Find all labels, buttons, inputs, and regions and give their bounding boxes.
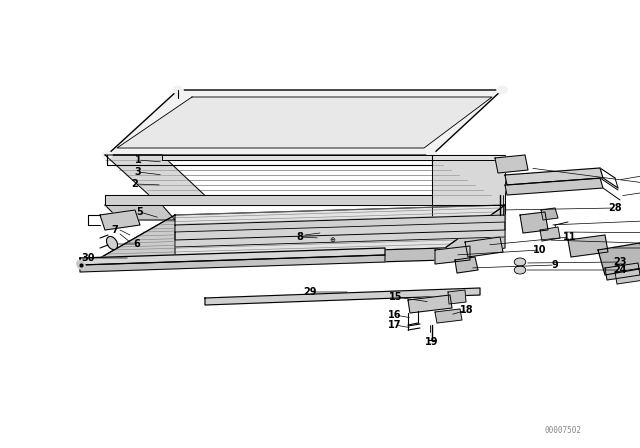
- Text: ⊕: ⊕: [330, 237, 336, 243]
- Text: 30: 30: [81, 253, 95, 263]
- Polygon shape: [520, 212, 548, 233]
- Text: 00007502: 00007502: [545, 426, 582, 435]
- Ellipse shape: [77, 261, 85, 269]
- Text: 18: 18: [460, 305, 474, 315]
- Polygon shape: [175, 215, 505, 240]
- Polygon shape: [505, 168, 603, 185]
- Circle shape: [427, 151, 437, 159]
- Circle shape: [102, 151, 112, 159]
- Polygon shape: [568, 235, 608, 257]
- Polygon shape: [505, 178, 603, 195]
- Polygon shape: [105, 155, 215, 205]
- Polygon shape: [445, 205, 505, 260]
- Polygon shape: [100, 205, 505, 258]
- Text: 1: 1: [134, 155, 141, 165]
- Polygon shape: [80, 248, 385, 265]
- Text: 3: 3: [134, 167, 141, 177]
- Text: 17: 17: [388, 320, 402, 330]
- Text: 2: 2: [132, 179, 138, 189]
- Polygon shape: [455, 257, 478, 273]
- Polygon shape: [162, 155, 505, 160]
- Circle shape: [173, 86, 183, 94]
- Polygon shape: [80, 255, 385, 272]
- Text: 29: 29: [303, 287, 317, 297]
- Text: 9: 9: [552, 260, 558, 270]
- Polygon shape: [107, 90, 502, 155]
- Polygon shape: [598, 243, 640, 275]
- Text: 24: 24: [613, 265, 627, 275]
- Polygon shape: [105, 195, 432, 205]
- Text: 16: 16: [388, 310, 402, 320]
- Polygon shape: [541, 208, 558, 220]
- Polygon shape: [105, 205, 175, 220]
- Text: 5: 5: [136, 207, 143, 217]
- Circle shape: [515, 266, 526, 274]
- Polygon shape: [100, 215, 175, 270]
- Polygon shape: [408, 295, 452, 313]
- Text: 10: 10: [533, 245, 547, 255]
- Polygon shape: [615, 268, 640, 284]
- Polygon shape: [605, 263, 640, 280]
- Circle shape: [497, 86, 507, 94]
- Text: 11: 11: [563, 232, 577, 242]
- Text: 6: 6: [134, 239, 140, 249]
- Polygon shape: [432, 155, 505, 205]
- Ellipse shape: [106, 237, 118, 250]
- Polygon shape: [100, 248, 445, 270]
- Polygon shape: [432, 205, 505, 220]
- Text: 8: 8: [296, 232, 303, 242]
- Polygon shape: [465, 237, 503, 257]
- Polygon shape: [117, 97, 492, 148]
- Polygon shape: [205, 288, 480, 305]
- Polygon shape: [495, 155, 528, 173]
- Text: 15: 15: [389, 292, 403, 302]
- Circle shape: [515, 258, 526, 266]
- Polygon shape: [540, 227, 560, 241]
- Polygon shape: [100, 210, 140, 230]
- Polygon shape: [435, 309, 462, 323]
- Text: 19: 19: [425, 337, 439, 347]
- Polygon shape: [448, 290, 466, 304]
- Text: 23: 23: [613, 257, 627, 267]
- Polygon shape: [175, 222, 505, 247]
- Text: 7: 7: [111, 225, 118, 235]
- Text: 28: 28: [608, 203, 622, 213]
- Polygon shape: [435, 246, 470, 264]
